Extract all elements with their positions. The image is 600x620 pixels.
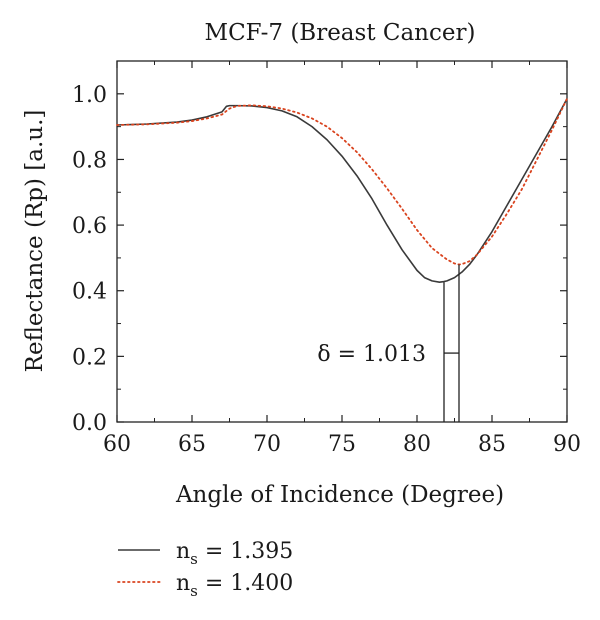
x-axis-label: Angle of Incidence (Degree) bbox=[175, 482, 504, 508]
y-axis-ticks: 0.0 0.2 0.4 0.6 0.8 1.0 bbox=[72, 60, 567, 436]
x-axis-ticks: 60 65 70 75 80 85 90 bbox=[103, 61, 581, 457]
y-axis-label: Reflectance (Rp) [a.u.] bbox=[22, 110, 48, 373]
x-tick-label: 75 bbox=[328, 432, 356, 457]
legend-label: ns = 1.395 bbox=[176, 539, 293, 568]
x-tick-label: 65 bbox=[178, 432, 206, 457]
delta-annotation: δ = 1.013 bbox=[317, 264, 460, 422]
x-tick-label: 85 bbox=[478, 432, 506, 457]
legend-item-2: ns = 1.400 bbox=[117, 571, 293, 600]
legend-label: ns = 1.400 bbox=[176, 571, 293, 600]
x-tick-label: 60 bbox=[103, 432, 131, 457]
x-tick-label: 80 bbox=[403, 432, 431, 457]
y-tick-label: 0.4 bbox=[72, 280, 107, 305]
plot-frame bbox=[116, 60, 568, 423]
legend-item-1: ns = 1.395 bbox=[118, 539, 293, 568]
plot-area: δ = 1.013 bbox=[116, 60, 568, 423]
series-line-1 bbox=[116, 98, 568, 283]
y-tick-label: 1.0 bbox=[72, 83, 107, 108]
x-tick-label: 70 bbox=[253, 432, 281, 457]
y-tick-label: 0.6 bbox=[72, 214, 107, 239]
y-tick-label: 0.2 bbox=[72, 345, 107, 370]
legend: ns = 1.395 ns = 1.400 bbox=[117, 539, 293, 600]
y-tick-label: 0.0 bbox=[72, 411, 107, 436]
chart-title: MCF-7 (Breast Cancer) bbox=[205, 20, 476, 46]
delta-label: δ = 1.013 bbox=[317, 342, 426, 367]
x-tick-label: 90 bbox=[553, 432, 581, 457]
y-tick-label: 0.8 bbox=[72, 148, 107, 173]
series-line-2 bbox=[116, 97, 568, 266]
